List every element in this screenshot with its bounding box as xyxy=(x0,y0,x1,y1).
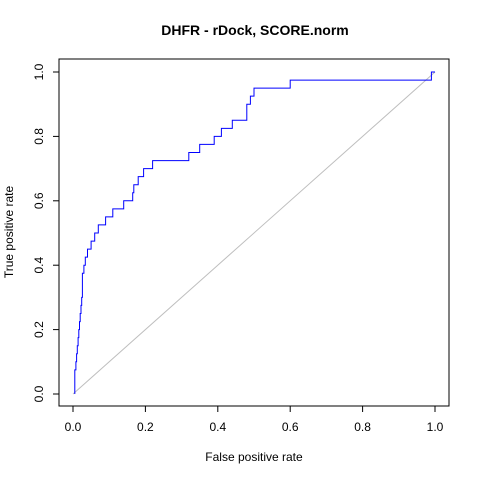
x-axis-label: False positive rate xyxy=(205,450,303,464)
y-tick-label: 1.0 xyxy=(32,63,46,80)
y-tick-label: 0.2 xyxy=(32,321,46,338)
y-tick-label: 0.6 xyxy=(32,192,46,209)
y-tick-label: 0.0 xyxy=(32,385,46,402)
x-tick-label: 1.0 xyxy=(427,420,444,434)
series-layer xyxy=(74,71,435,394)
reference-diagonal-line xyxy=(72,71,436,395)
y-axis: 0.0 0.2 0.4 0.6 0.8 1.0 xyxy=(32,63,60,402)
roc-curve-line-0 xyxy=(74,71,435,394)
y-axis-label: True positive rate xyxy=(2,186,16,279)
y-tick-label: 0.8 xyxy=(32,128,46,145)
chart-title: DHFR - rDock, SCORE.norm xyxy=(161,22,348,38)
x-tick-label: 0.4 xyxy=(209,420,226,434)
x-tick-label: 0.0 xyxy=(65,420,82,434)
x-tick-label: 0.6 xyxy=(282,420,299,434)
x-tick-label: 0.8 xyxy=(354,420,371,434)
y-tick-label: 0.4 xyxy=(32,257,46,274)
reference-line-layer xyxy=(72,71,436,395)
x-axis: 0.0 0.2 0.4 0.6 0.8 1.0 xyxy=(65,405,444,434)
x-tick-label: 0.2 xyxy=(137,420,154,434)
